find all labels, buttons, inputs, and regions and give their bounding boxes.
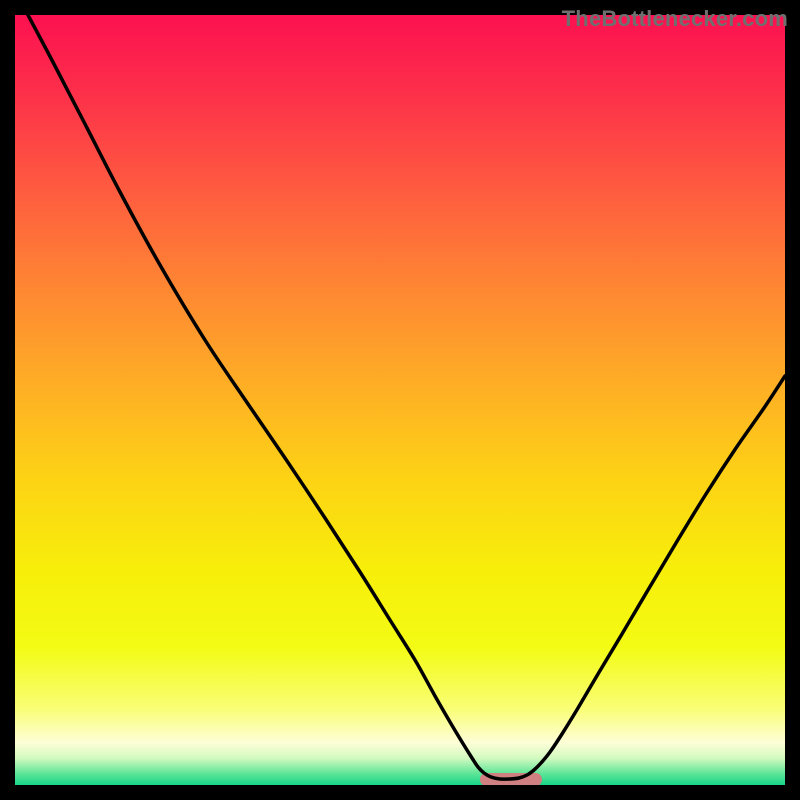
watermark-text: TheBottlenecker.com [562,6,788,32]
chart-svg [0,0,800,800]
plot-background [15,15,785,785]
bottleneck-chart: TheBottlenecker.com [0,0,800,800]
